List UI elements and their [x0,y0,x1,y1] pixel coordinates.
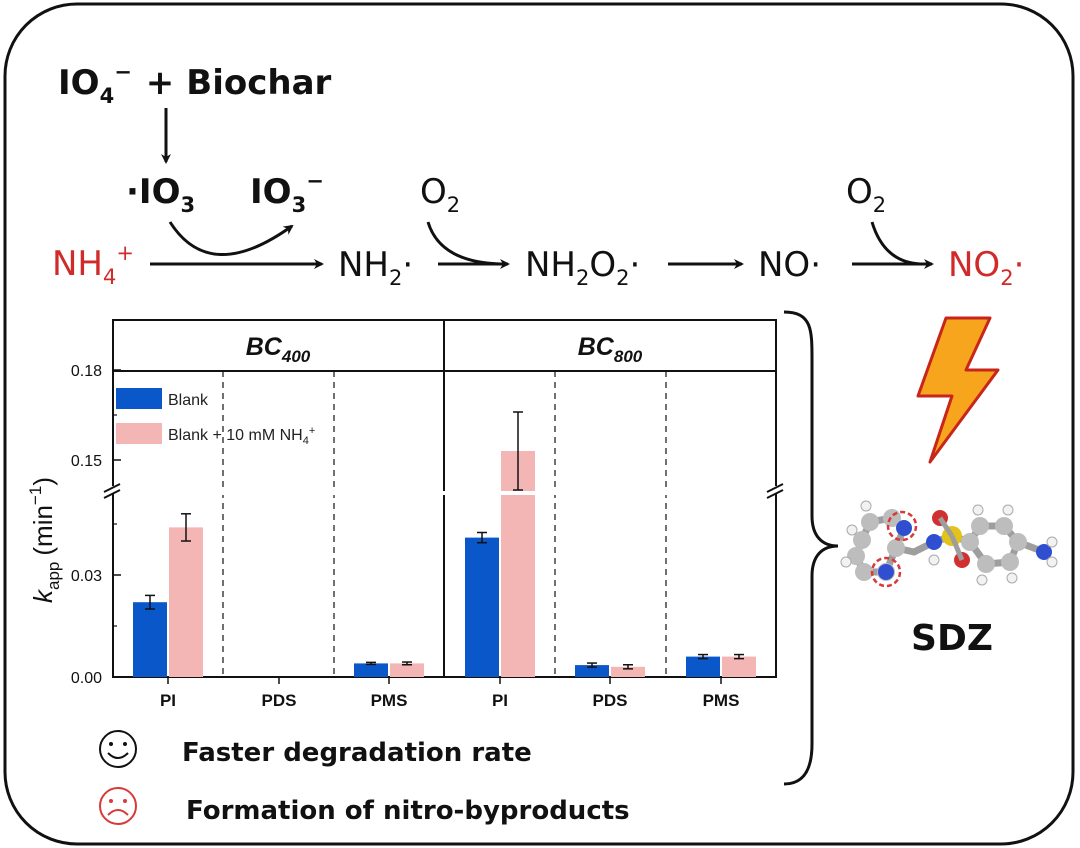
bar-blank-4 [575,665,609,677]
bar-blank-2 [354,663,388,677]
bar-ammonium-2 [390,663,424,677]
smiley-face-icon [99,730,137,768]
bar-blank-5 [686,656,720,677]
curved-arrow-oxygen-2 [870,221,921,266]
amino-radical-label: NH2· [338,245,413,290]
bar-blank-0 [133,602,167,677]
y-tick-label-3: 0.18 [71,363,102,380]
panel-title-bc400: BC400 [246,333,311,366]
nitric-oxide-label: NO· [758,245,821,285]
legend-swatch-ammonium [116,423,162,444]
curly-brace [783,310,839,786]
legend-swatch-blank [116,388,162,409]
outer-frame [3,2,1075,846]
periodate-biochar-label: IO4− + Biochar [58,60,332,108]
error-bar-ammonium-2 [402,661,412,666]
y-tick-label-0: 0.00 [71,670,102,687]
reactive-site-highlight-2 [870,556,902,588]
y-tick-label-1: 0.03 [71,568,102,585]
peroxy-radical-label: NH2O2· [525,245,640,290]
curved-arrow-oxygen-1 [426,221,501,266]
iodyl-radical-label: ·IO3 [126,172,195,217]
bar-ammonium-5 [722,656,756,677]
axis-break-marks [103,483,785,499]
error-bar-ammonium-3 [513,411,523,491]
bar-ammonium-0 [169,527,203,677]
error-bar-blank-0 [145,594,155,610]
legend-label-ammonium: Blank + 10 mM NH4+ [168,425,315,447]
reactive-site-highlight-1 [886,510,918,542]
x-tick-label-3: PI [492,691,508,710]
ammonium-label: NH4+ [52,241,134,289]
kapp-bar-chart: BC400 BC800 0.000.030.150.18 PI PDS PMS PI P… [26,319,785,710]
nitrogen-dioxide-label: NO2· [948,245,1024,290]
y-axis-label: kapp(min−1) [26,477,63,603]
curved-arrow-iodine [168,221,294,256]
x-tick-label-1: PDS [262,691,297,710]
error-bar-ammonium-4 [623,664,633,670]
error-bar-ammonium-0 [181,513,191,542]
x-tick-label-2: PMS [371,691,408,710]
positive-note: Faster degradation rate [182,738,532,768]
iodate-label: IO3− [250,169,324,217]
error-bar-ammonium-5 [734,653,744,660]
x-axis-labels: PI PDS PMS PI PDS PMS [160,677,739,710]
x-tick-label-0: PI [160,691,176,710]
negative-note: Formation of nitro-byproducts [186,796,630,826]
y-tick-label-2: 0.15 [71,453,102,470]
error-bar-blank-2 [366,661,376,666]
error-bar-blank-4 [587,662,597,668]
molecule-label: SDZ [911,618,993,659]
oxygen-label-1: O2 [420,172,460,217]
axis-break-gap [114,491,775,495]
bar-blank-3 [465,537,499,677]
bar-marks [114,411,775,677]
bar-ammonium-4 [611,666,645,677]
error-bar-blank-5 [698,653,708,660]
chart-legend: Blank Blank + 10 mM NH4+ [116,388,315,447]
x-tick-label-4: PDS [593,691,628,710]
sdz-molecule-model [840,500,1058,588]
y-axis-ticks: 0.00 0.03 0.15 0.18 [71,363,121,687]
oxygen-label-2: O2 [846,172,886,217]
x-tick-label-5: PMS [703,691,740,710]
error-bar-blank-3 [477,531,487,544]
lightning-bolt-icon [916,316,1000,464]
panel-title-bc800: BC800 [578,333,643,366]
legend-label-blank: Blank [168,392,209,409]
reaction-scheme: IO4− + Biochar ·IO3 IO3− NH4+ NH2· O2 NH2O… [52,60,1024,290]
sad-face-icon [99,787,137,825]
